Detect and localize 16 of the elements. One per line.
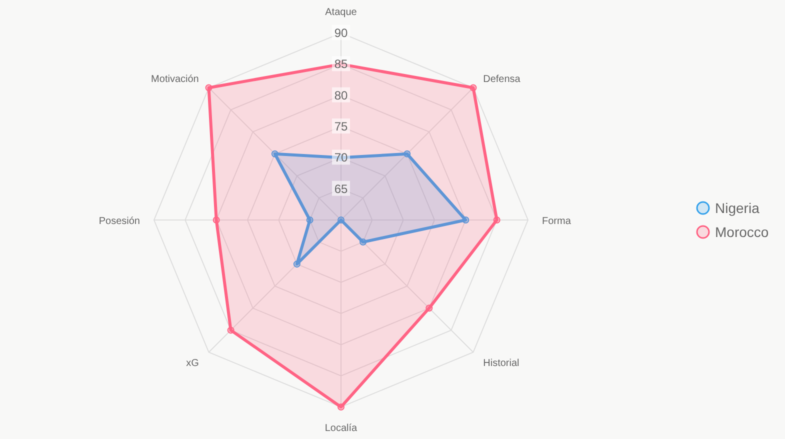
spoke-label: Defensa xyxy=(483,74,521,85)
y-tick-label: 70 xyxy=(334,150,348,165)
spoke-label: Motivación xyxy=(151,74,199,85)
y-tick-label: 85 xyxy=(334,57,348,72)
y-tick-label: 75 xyxy=(334,120,348,134)
y-tick-label: 65 xyxy=(334,182,348,196)
y-tick-label: 90 xyxy=(334,26,348,40)
spoke-label: Posesión xyxy=(98,216,140,227)
legend-label: Morocco xyxy=(715,224,769,240)
spoke-label: Forma xyxy=(542,216,572,227)
spoke-label: Historial xyxy=(483,358,520,370)
legend-label: Nigeria xyxy=(715,200,760,216)
spoke-label: xG xyxy=(186,358,200,370)
spoke-label: Localía xyxy=(324,423,358,434)
spoke-label: Ataque xyxy=(325,7,358,18)
y-tick-label: 80 xyxy=(334,88,348,102)
